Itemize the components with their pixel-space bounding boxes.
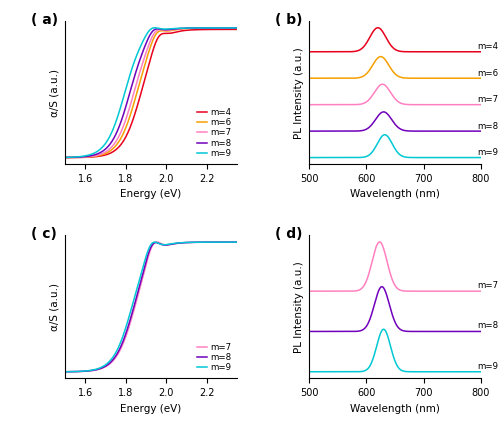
m=7 <box>203 240 209 245</box>
Text: m=9: m=9 <box>477 362 498 371</box>
Text: ( a): ( a) <box>31 13 58 27</box>
Y-axis label: PL Intensity (a.u.): PL Intensity (a.u.) <box>294 47 304 139</box>
m=8 <box>145 253 151 258</box>
m=7 <box>203 26 209 31</box>
Line: m=8: m=8 <box>65 242 237 372</box>
Line: m=4: m=4 <box>65 29 237 158</box>
m=7 <box>155 28 161 33</box>
m=7 <box>234 240 240 245</box>
Legend: m=4, m=6, m=7, m=8, m=9: m=4, m=6, m=7, m=8, m=9 <box>195 106 232 160</box>
Line: m=7: m=7 <box>65 28 237 158</box>
m=8 <box>230 240 236 245</box>
m=9 <box>144 31 150 37</box>
m=7 <box>164 28 170 33</box>
m=7 <box>234 26 240 31</box>
m=9 <box>145 249 151 254</box>
X-axis label: Wavelength (nm): Wavelength (nm) <box>350 403 440 414</box>
m=8 <box>62 155 68 160</box>
m=9 <box>234 240 240 245</box>
m=9 <box>62 155 68 160</box>
m=9 <box>234 26 240 31</box>
Line: m=8: m=8 <box>65 28 237 158</box>
m=9 <box>155 26 161 31</box>
m=7 <box>145 45 151 50</box>
Text: m=6: m=6 <box>477 68 498 78</box>
m=4 <box>230 27 236 32</box>
Legend: m=7, m=8, m=9: m=7, m=8, m=9 <box>195 341 232 374</box>
m=9 <box>165 26 171 31</box>
m=8 <box>234 240 240 245</box>
m=4 <box>145 66 151 71</box>
m=8 <box>144 39 150 44</box>
m=8 <box>234 26 240 31</box>
X-axis label: Wavelength (nm): Wavelength (nm) <box>350 189 440 199</box>
m=4 <box>155 35 161 40</box>
Text: m=7: m=7 <box>477 95 498 104</box>
Text: m=4: m=4 <box>477 42 498 51</box>
m=7 <box>230 240 236 245</box>
Text: ( d): ( d) <box>275 227 302 241</box>
m=7 <box>144 48 150 53</box>
X-axis label: Energy (eV): Energy (eV) <box>120 189 182 199</box>
m=4 <box>164 31 170 36</box>
m=8 <box>155 26 161 31</box>
m=4 <box>203 27 209 32</box>
m=6 <box>155 29 161 34</box>
m=7 <box>155 240 161 245</box>
m=4 <box>62 155 68 160</box>
m=8 <box>203 240 209 245</box>
m=8 <box>164 27 170 32</box>
m=9 <box>144 252 150 257</box>
Text: m=8: m=8 <box>477 321 498 330</box>
m=7 <box>154 239 160 244</box>
m=8 <box>155 241 161 246</box>
m=7 <box>145 256 151 261</box>
Line: m=9: m=9 <box>65 242 237 372</box>
Text: m=7: m=7 <box>477 281 498 290</box>
m=6 <box>145 53 151 58</box>
m=8 <box>144 257 150 262</box>
m=9 <box>155 241 161 246</box>
m=6 <box>203 26 209 31</box>
m=9 <box>203 26 209 31</box>
m=8 <box>164 242 170 247</box>
m=9 <box>152 25 158 30</box>
Y-axis label: α/S (a.u.): α/S (a.u.) <box>50 69 60 116</box>
m=9 <box>62 369 68 374</box>
m=9 <box>203 240 209 245</box>
m=6 <box>230 26 236 31</box>
m=8 <box>203 26 209 31</box>
m=9 <box>230 240 236 245</box>
m=7 <box>165 242 171 247</box>
Text: m=9: m=9 <box>477 148 498 157</box>
m=6 <box>164 28 170 34</box>
Text: ( c): ( c) <box>31 227 57 241</box>
m=7 <box>62 155 68 160</box>
m=4 <box>144 70 150 75</box>
Y-axis label: α/S (a.u.): α/S (a.u.) <box>50 283 60 331</box>
Line: m=6: m=6 <box>65 28 237 158</box>
m=8 <box>230 26 236 31</box>
m=7 <box>144 260 150 265</box>
m=9 <box>145 30 151 35</box>
Line: m=9: m=9 <box>65 28 237 157</box>
m=9 <box>230 26 236 31</box>
m=7 <box>62 369 68 374</box>
m=8 <box>62 369 68 374</box>
m=8 <box>145 37 151 42</box>
m=6 <box>62 155 68 160</box>
Line: m=7: m=7 <box>65 242 237 372</box>
m=6 <box>144 56 150 61</box>
Y-axis label: PL Intensity (a.u.): PL Intensity (a.u.) <box>294 261 304 353</box>
m=9 <box>164 242 170 247</box>
Text: m=8: m=8 <box>477 122 498 130</box>
m=6 <box>234 26 240 31</box>
m=4 <box>234 27 240 32</box>
m=7 <box>230 26 236 31</box>
X-axis label: Energy (eV): Energy (eV) <box>120 403 182 414</box>
Text: ( b): ( b) <box>275 13 302 27</box>
